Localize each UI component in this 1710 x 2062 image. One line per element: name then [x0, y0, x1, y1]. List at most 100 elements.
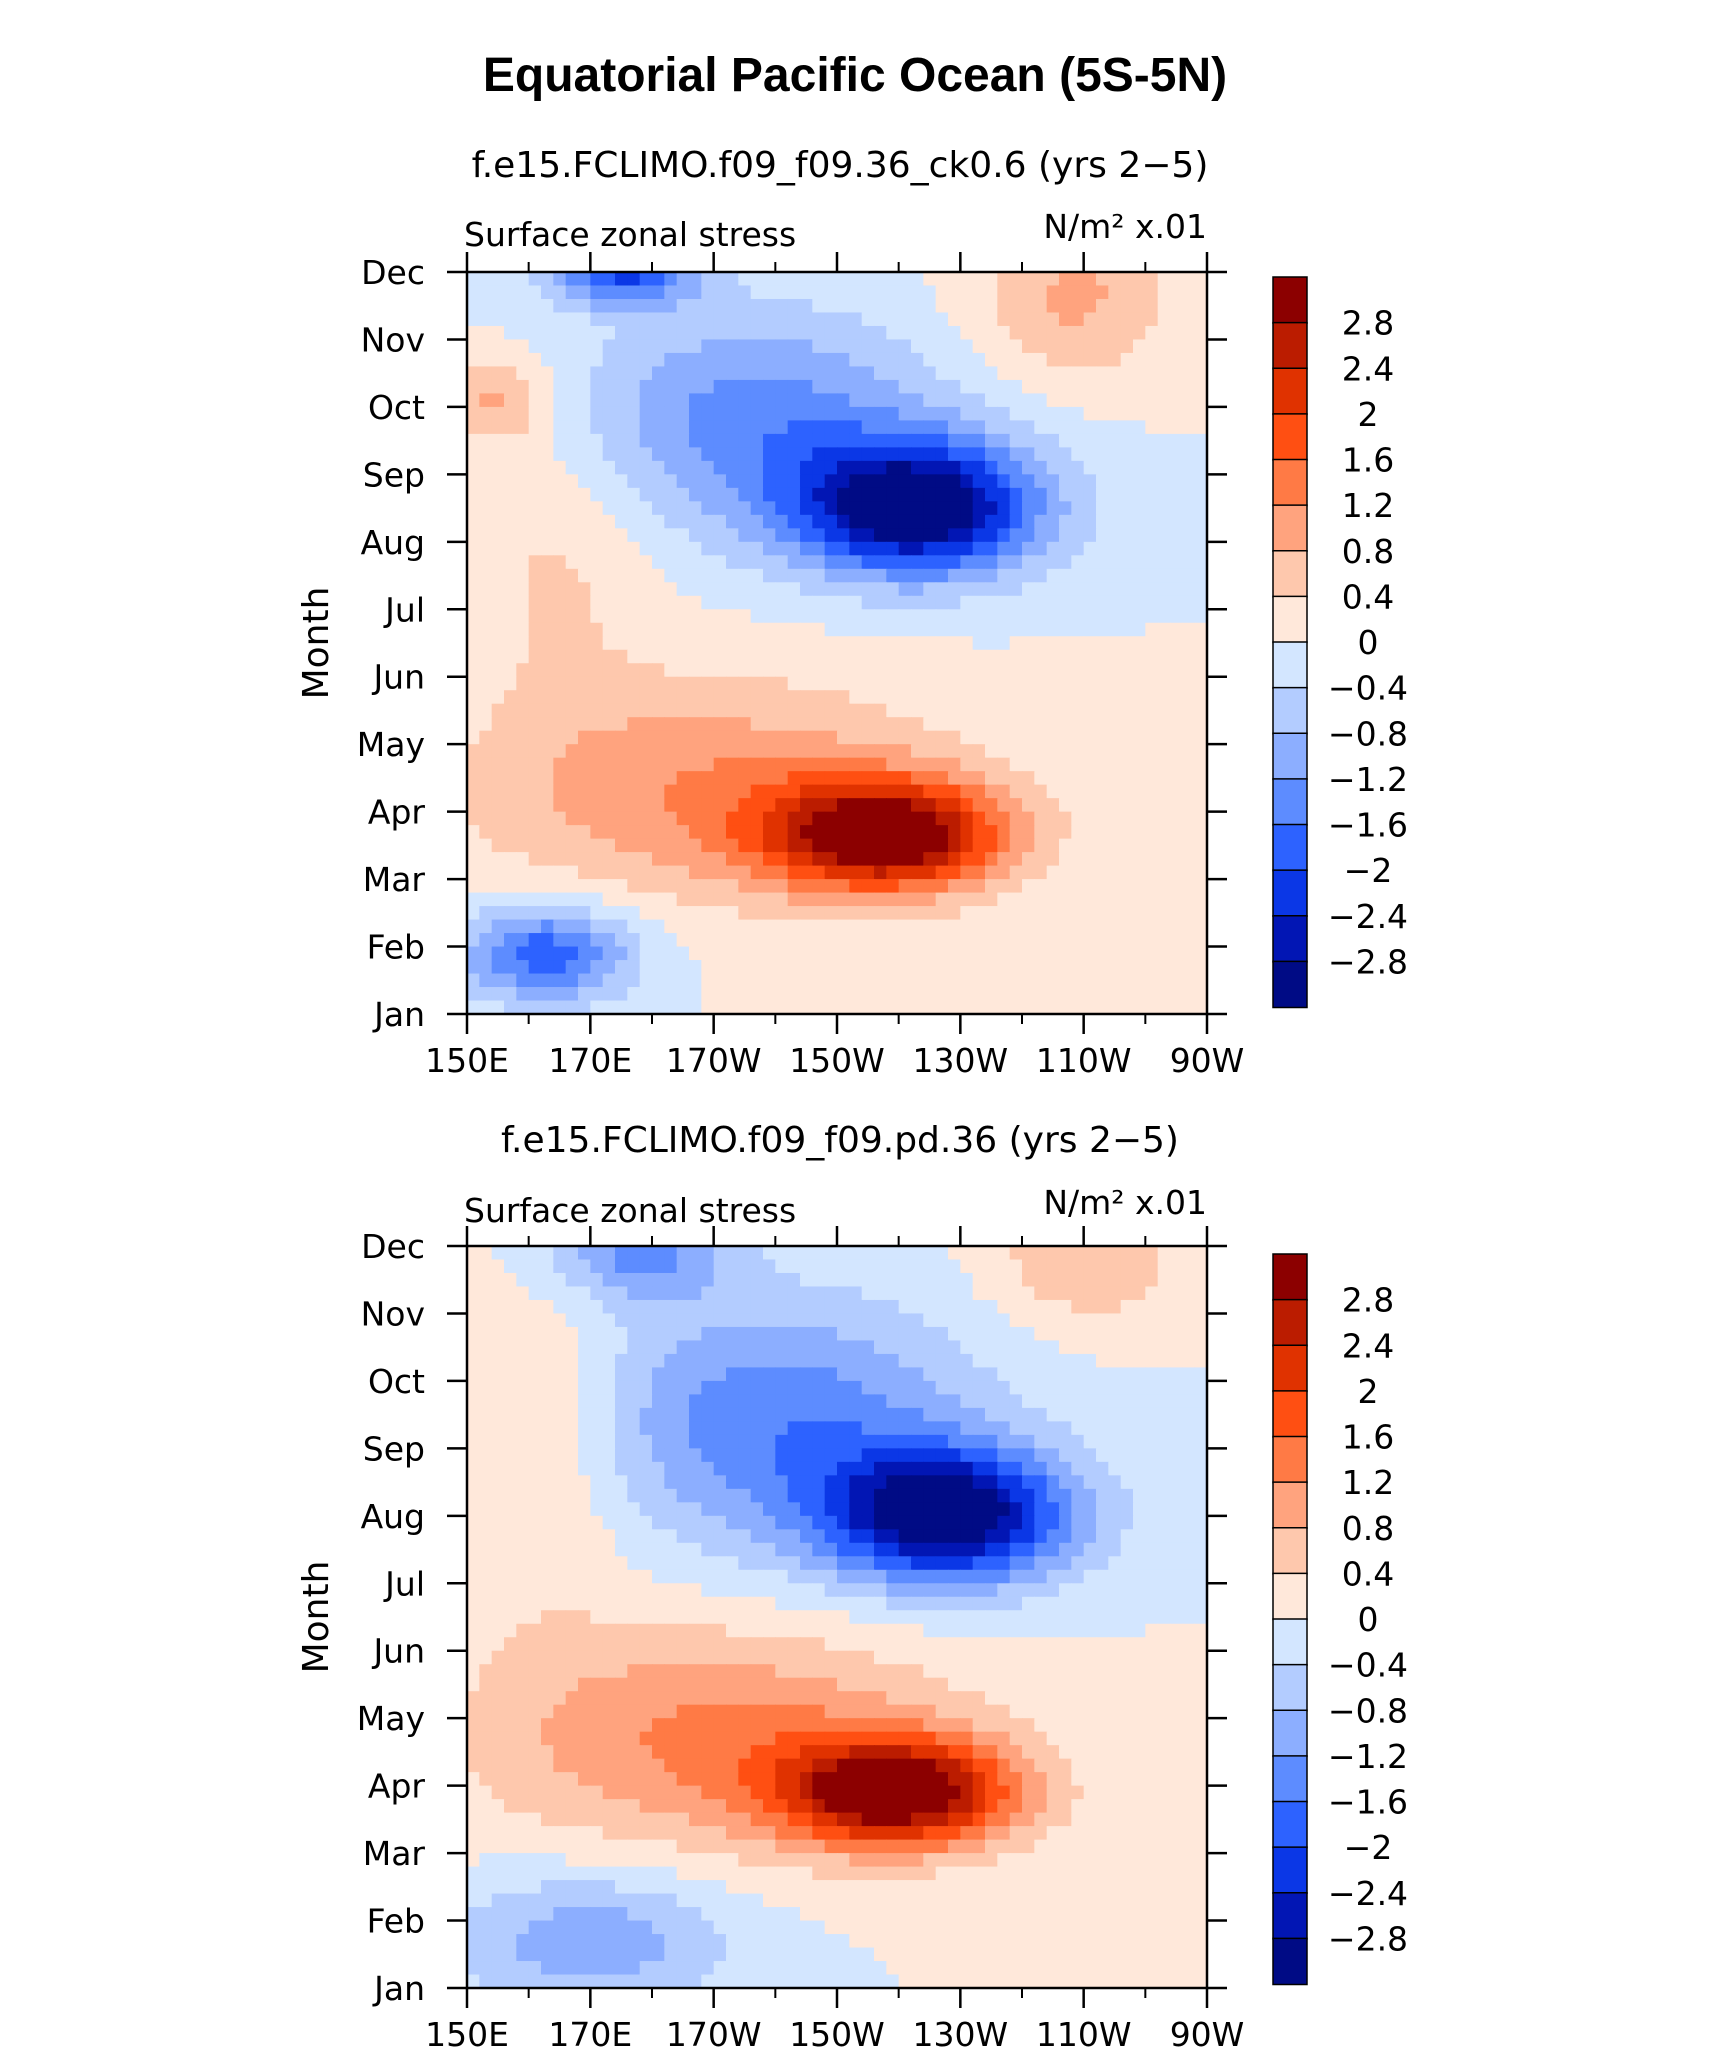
- field-cell: [972, 987, 986, 1002]
- field-cell: [911, 514, 924, 529]
- field-cell: [639, 1596, 653, 1611]
- field-cell: [1046, 1313, 1060, 1328]
- field-cell: [726, 1313, 739, 1328]
- field-cell: [824, 298, 838, 314]
- field-cell: [898, 960, 912, 975]
- field-cell: [602, 892, 616, 907]
- field-cell: [553, 1394, 567, 1409]
- field-cell: [504, 339, 517, 354]
- field-cell: [763, 1583, 776, 1598]
- field-cell: [602, 703, 616, 718]
- field-cell: [1120, 973, 1134, 988]
- field-cell: [479, 717, 493, 732]
- field-cell: [886, 865, 900, 880]
- field-cell: [1194, 1326, 1208, 1342]
- field-cell: [1157, 1583, 1171, 1598]
- field-cell: [639, 730, 653, 745]
- field-cell: [1096, 501, 1109, 516]
- field-cell: [849, 460, 863, 475]
- field-cell: [886, 1259, 900, 1274]
- field-cell: [997, 798, 1011, 813]
- field-cell: [935, 1488, 949, 1503]
- field-cell: [528, 379, 542, 395]
- field-cell: [565, 555, 579, 570]
- field-cell: [1182, 892, 1196, 907]
- field-cell: [911, 298, 924, 314]
- field-cell: [1022, 730, 1035, 745]
- field-cell: [676, 811, 690, 826]
- field-cell: [590, 1556, 604, 1571]
- field-cell: [516, 1246, 530, 1261]
- field-cell: [1108, 285, 1122, 300]
- field-cell: [960, 1000, 974, 1015]
- field-cell: [676, 325, 690, 341]
- field-cell: [775, 420, 789, 435]
- field-cell: [676, 272, 690, 287]
- field-cell: [837, 406, 850, 421]
- field-cell: [701, 1340, 715, 1355]
- field-cell: [713, 798, 727, 813]
- field-cell: [775, 298, 789, 314]
- field-cell: [1034, 1299, 1048, 1315]
- field-cell: [1009, 663, 1023, 678]
- field-cell: [935, 447, 949, 462]
- field-cell: [1120, 798, 1134, 813]
- field-cell: [528, 1394, 542, 1409]
- field-cell: [652, 919, 665, 934]
- field-cell: [639, 919, 653, 934]
- field-cell: [479, 568, 493, 583]
- field-cell: [997, 1394, 1011, 1409]
- field-cell: [738, 1434, 752, 1449]
- field-cell: [898, 1286, 912, 1301]
- field-cell: [1046, 1367, 1060, 1382]
- field-cell: [911, 960, 924, 975]
- field-cell: [935, 325, 949, 341]
- field-cell: [504, 460, 517, 475]
- field-cell: [541, 1246, 554, 1261]
- field-cell: [504, 798, 517, 813]
- field-cell: [738, 973, 752, 988]
- field-cell: [824, 744, 838, 759]
- field-cell: [541, 676, 554, 691]
- field-cell: [528, 622, 542, 637]
- field-cell: [886, 1542, 900, 1557]
- field-cell: [1133, 528, 1146, 543]
- field-cell: [824, 555, 838, 570]
- field-cell: [676, 1461, 690, 1476]
- field-cell: [1059, 879, 1072, 894]
- field-cell: [738, 1475, 752, 1490]
- field-cell: [886, 1286, 900, 1301]
- field-cell: [590, 973, 604, 988]
- field-cell: [479, 1542, 493, 1557]
- field-cell: [898, 312, 912, 327]
- field-cell: [738, 595, 752, 610]
- field-cell: [911, 528, 924, 543]
- field-cell: [1145, 366, 1159, 381]
- field-cell: [898, 325, 912, 341]
- field-cell: [1170, 1448, 1183, 1463]
- field-cell: [837, 865, 850, 880]
- field-cell: [1170, 919, 1183, 934]
- field-cell: [615, 1542, 628, 1557]
- field-cell: [1194, 906, 1208, 921]
- field-cell: [886, 1488, 900, 1503]
- field-cell: [886, 285, 900, 300]
- field-cell: [874, 366, 887, 381]
- field-cell: [1182, 771, 1196, 786]
- field-cell: [985, 717, 998, 732]
- field-cell: [491, 1259, 505, 1274]
- field-cell: [800, 393, 813, 408]
- field-cell: [578, 582, 591, 597]
- field-cell: [886, 744, 900, 759]
- field-cell: [615, 730, 628, 745]
- field-cell: [948, 285, 961, 300]
- field-cell: [738, 1529, 752, 1544]
- field-cell: [516, 514, 530, 529]
- field-cell: [812, 1434, 826, 1449]
- field-cell: [972, 1556, 986, 1571]
- field-cell: [602, 1475, 616, 1490]
- field-cell: [824, 312, 838, 327]
- field-cell: [972, 973, 986, 988]
- field-cell: [528, 298, 542, 314]
- contour-field: [467, 272, 1208, 1015]
